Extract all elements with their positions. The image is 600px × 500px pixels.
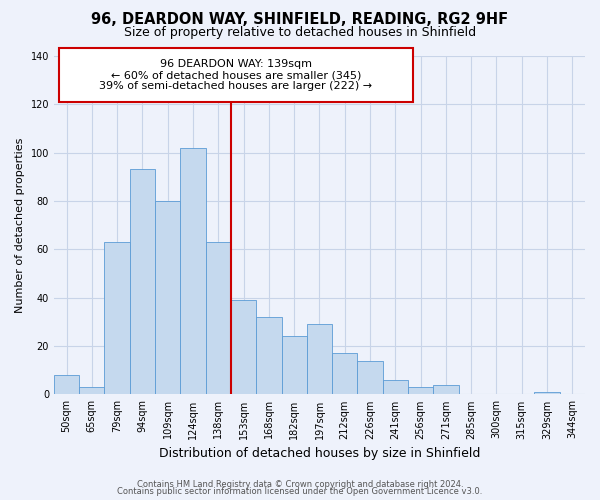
Bar	[181, 148, 206, 394]
Text: 39% of semi-detached houses are larger (222) →: 39% of semi-detached houses are larger (…	[100, 81, 373, 91]
Bar	[54, 375, 79, 394]
Bar	[155, 201, 181, 394]
Text: Contains HM Land Registry data © Crown copyright and database right 2024.: Contains HM Land Registry data © Crown c…	[137, 480, 463, 489]
Bar	[535, 392, 560, 394]
Bar	[358, 360, 383, 394]
Text: 96, DEARDON WAY, SHINFIELD, READING, RG2 9HF: 96, DEARDON WAY, SHINFIELD, READING, RG2…	[91, 12, 509, 28]
Bar	[130, 170, 155, 394]
Bar	[104, 242, 130, 394]
Bar	[206, 242, 231, 394]
Bar	[383, 380, 408, 394]
Text: Contains public sector information licensed under the Open Government Licence v3: Contains public sector information licen…	[118, 487, 482, 496]
Bar	[281, 336, 307, 394]
Text: Size of property relative to detached houses in Shinfield: Size of property relative to detached ho…	[124, 26, 476, 39]
Bar	[332, 354, 358, 395]
Bar	[79, 387, 104, 394]
Text: 96 DEARDON WAY: 139sqm: 96 DEARDON WAY: 139sqm	[160, 60, 312, 70]
X-axis label: Distribution of detached houses by size in Shinfield: Distribution of detached houses by size …	[159, 447, 480, 460]
Bar	[256, 317, 281, 394]
Bar	[307, 324, 332, 394]
Bar	[433, 385, 458, 394]
Y-axis label: Number of detached properties: Number of detached properties	[15, 138, 25, 313]
Bar	[59, 48, 413, 102]
Text: ← 60% of detached houses are smaller (345): ← 60% of detached houses are smaller (34…	[111, 70, 361, 80]
Bar	[231, 300, 256, 394]
Bar	[408, 387, 433, 394]
